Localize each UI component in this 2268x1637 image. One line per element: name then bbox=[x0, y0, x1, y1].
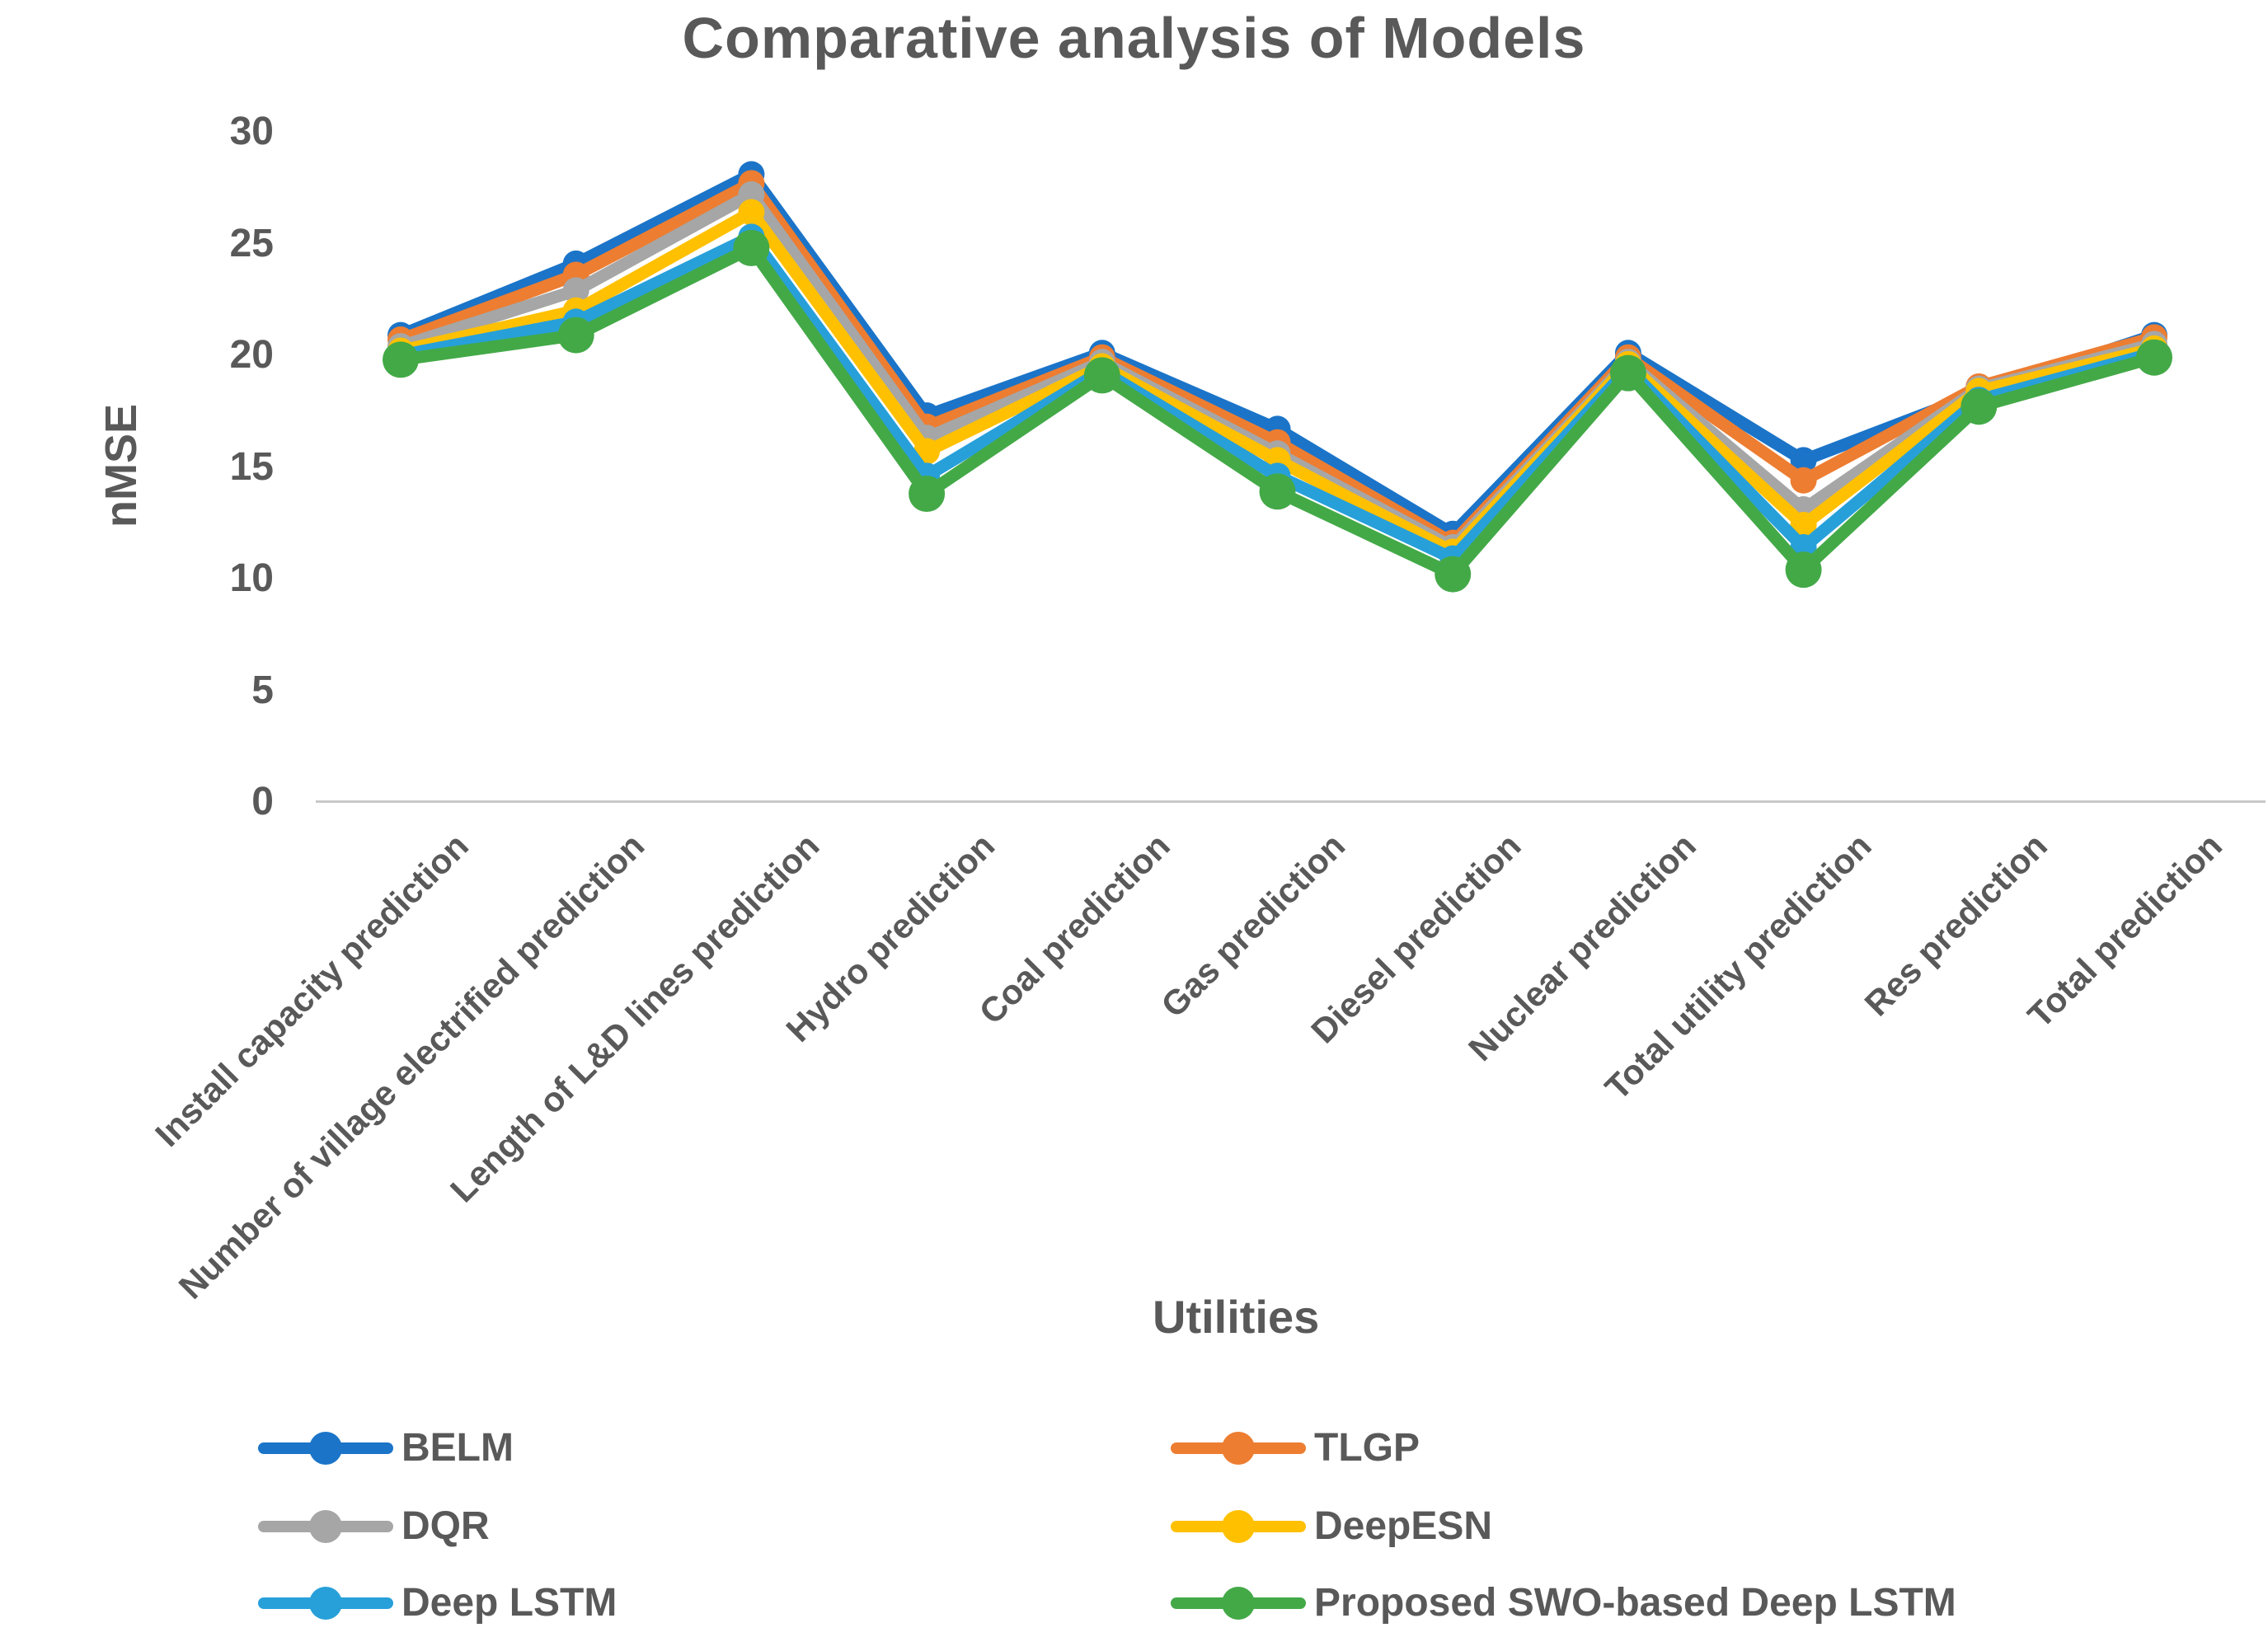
y-axis-tick-label: 5 bbox=[251, 668, 274, 712]
data-point bbox=[1960, 388, 1998, 425]
x-axis-title-legend-heading: Utilities bbox=[1153, 1291, 1320, 1343]
series-line-Proposed-SWO-based-Deep-LSTM bbox=[394, 242, 2161, 581]
legend-item-BELM: BELM bbox=[258, 1424, 514, 1473]
data-point bbox=[1790, 447, 1817, 474]
data-point bbox=[2136, 339, 2172, 376]
legend-item-DeepESN: DeepESN bbox=[1171, 1502, 1492, 1551]
data-point bbox=[1609, 354, 1646, 392]
chart-title: Comparative analysis of Models bbox=[682, 6, 1586, 70]
data-point bbox=[733, 229, 770, 266]
data-point bbox=[1785, 551, 1822, 589]
legend-marker-dot bbox=[1222, 1510, 1255, 1543]
y-axis-tick-label: 20 bbox=[229, 333, 274, 377]
legend-label: Deep LSTM bbox=[401, 1581, 617, 1625]
data-point bbox=[738, 199, 765, 226]
legend-marker bbox=[1171, 1432, 1306, 1465]
data-point bbox=[1790, 467, 1817, 494]
legend-item-TLGP: TLGP bbox=[1171, 1424, 1420, 1473]
legend-marker-dot bbox=[1222, 1587, 1255, 1620]
y-axis-tick-label: 15 bbox=[229, 444, 274, 489]
legend-marker bbox=[258, 1587, 393, 1620]
legend-marker bbox=[1171, 1510, 1306, 1543]
data-point bbox=[557, 317, 594, 354]
legend-label: DeepESN bbox=[1314, 1504, 1493, 1548]
x-axis-line bbox=[316, 800, 2266, 803]
data-point bbox=[1083, 357, 1120, 394]
legend-label: TLGP bbox=[1314, 1426, 1420, 1470]
legend-marker bbox=[258, 1432, 393, 1465]
data-point bbox=[383, 341, 419, 378]
legend-label: DQR bbox=[401, 1504, 490, 1548]
legend-marker bbox=[258, 1510, 393, 1543]
legend-item-DQR: DQR bbox=[258, 1502, 490, 1551]
y-axis-tick-label: 25 bbox=[229, 221, 274, 265]
data-point bbox=[1790, 511, 1817, 538]
y-axis-tick-label: 10 bbox=[229, 556, 274, 600]
y-axis-tick-label: 0 bbox=[251, 780, 274, 823]
y-axis-tick-label: 30 bbox=[229, 110, 274, 153]
legend-marker-dot bbox=[309, 1432, 342, 1465]
data-point bbox=[1435, 556, 1472, 593]
legend-marker-dot bbox=[1222, 1432, 1255, 1465]
legend-label: Proposed SWO-based Deep LSTM bbox=[1314, 1581, 1956, 1625]
data-point bbox=[909, 476, 946, 513]
legend-item-Proposed-SWO-based-Deep-LSTM: Proposed SWO-based Deep LSTM bbox=[1171, 1578, 1956, 1628]
legend-label: BELM bbox=[401, 1426, 514, 1470]
data-point bbox=[562, 277, 589, 304]
legend-item-Deep-LSTM: Deep LSTM bbox=[258, 1578, 617, 1628]
legend-marker-dot bbox=[309, 1510, 342, 1543]
legend-marker bbox=[1171, 1587, 1306, 1620]
legend-marker-dot bbox=[309, 1587, 342, 1620]
data-point bbox=[1259, 473, 1296, 510]
